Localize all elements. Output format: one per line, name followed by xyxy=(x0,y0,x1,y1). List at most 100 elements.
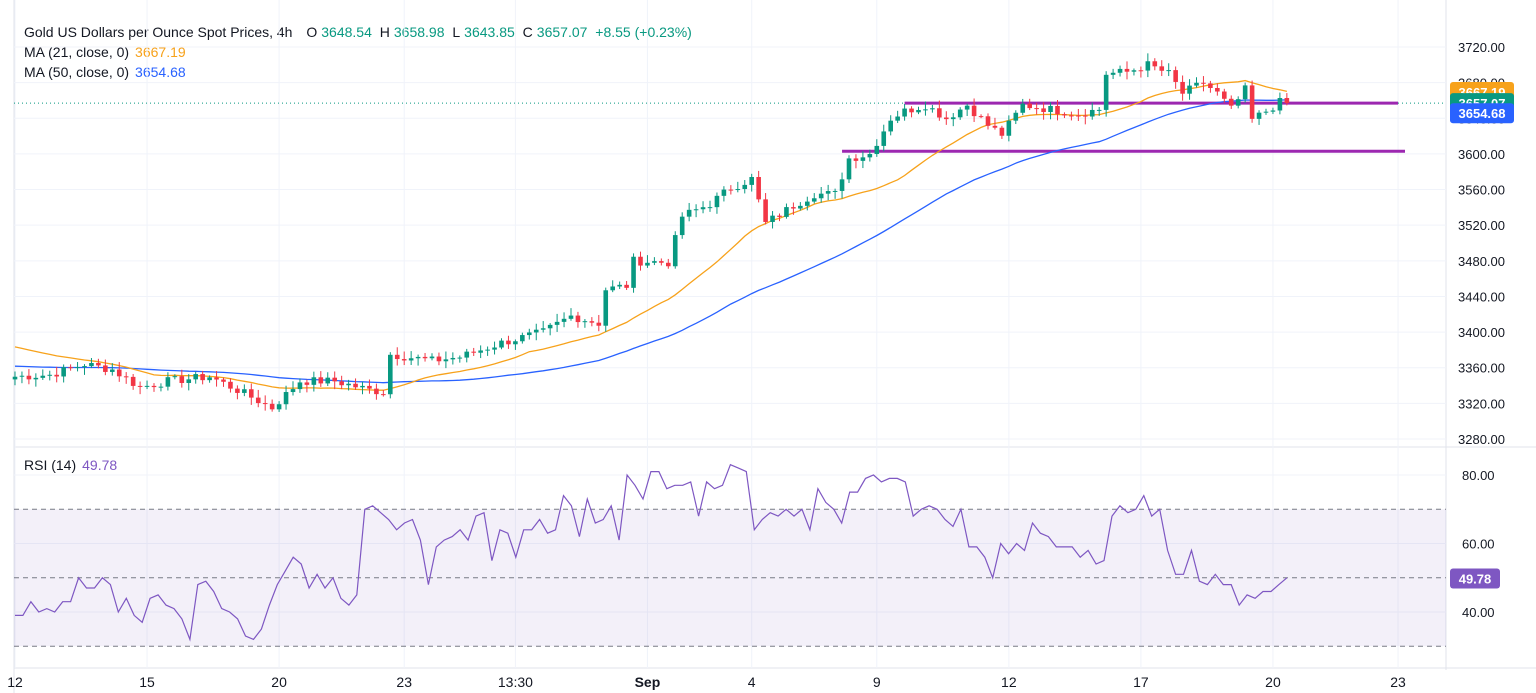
price-tick-label: 3480.00 xyxy=(1458,254,1505,269)
candle-body xyxy=(839,179,845,191)
candle-body xyxy=(818,193,824,199)
candle-body xyxy=(554,321,560,325)
candle-body xyxy=(506,340,511,345)
candle-body xyxy=(47,374,53,376)
candle xyxy=(485,346,490,356)
candle-body xyxy=(631,256,636,288)
candle xyxy=(693,204,699,218)
candle-body xyxy=(130,376,136,386)
candle xyxy=(944,111,949,125)
candle-body xyxy=(1089,109,1095,117)
candle xyxy=(645,255,650,268)
low-value: 3643.85 xyxy=(464,24,515,40)
candle xyxy=(89,358,94,369)
candle-body xyxy=(172,376,178,378)
candle xyxy=(325,372,331,387)
candle xyxy=(596,314,602,332)
candle xyxy=(985,113,991,130)
chart-title: Gold US Dollars per Ounce Spot Prices, 4… xyxy=(24,24,293,40)
candle xyxy=(221,377,226,387)
candle-body xyxy=(714,195,720,208)
close-label: C xyxy=(522,24,533,40)
candle xyxy=(200,370,205,385)
candle-body xyxy=(700,207,706,210)
candle xyxy=(707,200,713,212)
candle xyxy=(631,253,636,293)
candle-body xyxy=(825,191,831,194)
candle-body xyxy=(659,261,664,263)
candle xyxy=(895,110,900,124)
candle xyxy=(478,345,483,359)
rsi-tick-label: 40.00 xyxy=(1462,605,1495,620)
candle-body xyxy=(533,329,539,333)
candle xyxy=(457,355,463,363)
candle xyxy=(297,378,303,393)
candle-body xyxy=(193,374,198,380)
candle-body xyxy=(860,157,866,161)
candle xyxy=(130,373,136,390)
candle-body xyxy=(436,356,442,362)
candle xyxy=(666,258,671,269)
candle-body xyxy=(110,369,115,372)
candle xyxy=(415,354,421,366)
candle-body xyxy=(103,365,108,372)
candle xyxy=(1270,107,1276,115)
ma50-line xyxy=(14,99,1287,384)
candle xyxy=(679,212,685,239)
candle xyxy=(818,186,824,203)
candle xyxy=(269,399,275,412)
candle-body xyxy=(429,356,435,359)
ma21-value: 3667.19 xyxy=(135,44,186,60)
candle xyxy=(137,381,143,395)
candle xyxy=(930,104,935,113)
candle xyxy=(1096,107,1102,116)
candle-body xyxy=(902,108,907,117)
candle xyxy=(1173,66,1178,89)
candle xyxy=(26,369,32,385)
candle-body xyxy=(457,357,463,359)
candle xyxy=(971,98,977,122)
candle-body xyxy=(26,375,32,380)
candle-body xyxy=(1187,85,1192,94)
candle-body xyxy=(582,321,588,323)
candle-body xyxy=(624,284,629,288)
candle xyxy=(603,287,609,332)
candle-body xyxy=(332,377,337,382)
candle-body xyxy=(388,354,393,395)
candle xyxy=(527,328,532,340)
candle xyxy=(874,139,880,157)
candle xyxy=(353,378,358,390)
candle-body xyxy=(290,389,296,393)
candle xyxy=(1117,65,1123,77)
ma50-label: MA (50, close, 0) xyxy=(24,64,130,80)
candle xyxy=(443,351,449,369)
candle-body xyxy=(1222,91,1227,99)
candle xyxy=(19,371,25,384)
candle-body xyxy=(749,177,754,185)
candle-body xyxy=(116,369,122,377)
candle xyxy=(888,115,893,136)
candle-body xyxy=(165,377,171,387)
candle-body xyxy=(179,376,185,383)
candle xyxy=(82,364,87,375)
candle xyxy=(881,124,887,152)
candle xyxy=(339,375,344,390)
candle-body xyxy=(297,382,303,390)
candle-body xyxy=(221,379,226,382)
candle-body xyxy=(304,382,310,385)
candle xyxy=(276,401,282,412)
candle-body xyxy=(415,356,421,359)
rsi-legend: RSI (14) 49.78 xyxy=(24,457,117,473)
candle xyxy=(367,379,372,394)
close-value: 3657.07 xyxy=(536,24,588,40)
candle-body xyxy=(492,347,497,350)
candle xyxy=(547,323,553,336)
candle xyxy=(1083,108,1088,125)
candle xyxy=(659,258,664,266)
candle xyxy=(172,374,178,380)
candle-body xyxy=(276,404,282,410)
candle xyxy=(700,201,706,214)
candle-body xyxy=(909,108,914,113)
candle xyxy=(1048,102,1053,120)
